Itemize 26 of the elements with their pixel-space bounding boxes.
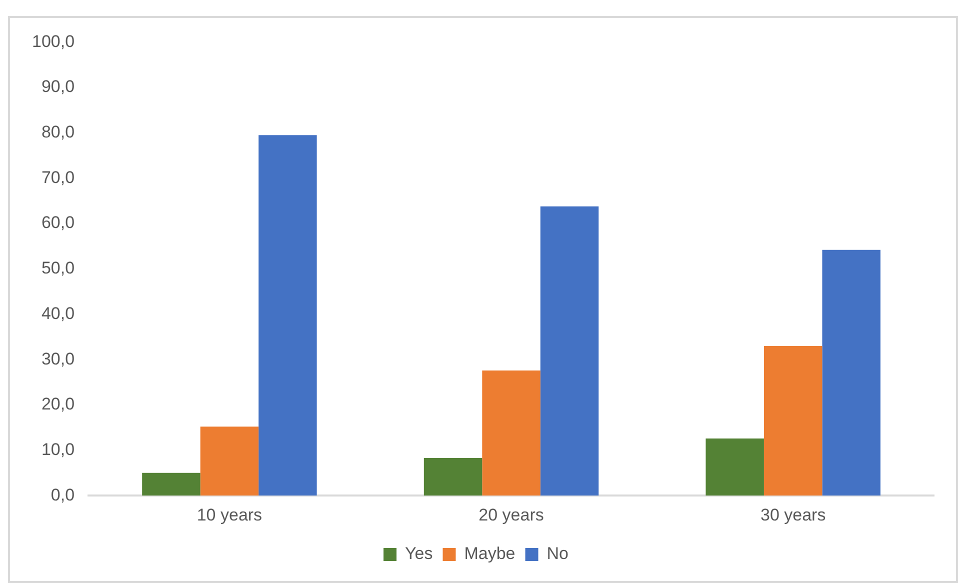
y-tick-label: 60,0 xyxy=(41,213,75,232)
y-tick-label: 40,0 xyxy=(41,304,75,323)
x-tick-label: 20 years xyxy=(478,505,544,524)
bar xyxy=(200,426,259,496)
legend-label: Yes xyxy=(405,544,433,564)
legend-label: Maybe xyxy=(464,544,516,564)
y-tick-label: 10,0 xyxy=(41,440,75,459)
y-tick-label: 50,0 xyxy=(41,258,75,278)
bar xyxy=(482,370,540,496)
bar xyxy=(142,472,200,496)
bar xyxy=(764,346,822,496)
y-tick-label: 90,0 xyxy=(41,77,75,96)
y-tick-label: 70,0 xyxy=(41,168,75,187)
y-tick-label: 0,0 xyxy=(50,485,75,504)
x-tick-label: 30 years xyxy=(760,505,826,524)
x-tick-label: 10 years xyxy=(196,505,262,524)
bar xyxy=(822,250,880,496)
bar xyxy=(540,206,599,496)
bar xyxy=(258,135,317,496)
bar xyxy=(706,438,764,496)
legend-label: No xyxy=(546,544,568,564)
y-tick-label: 20,0 xyxy=(41,394,75,414)
y-tick-label: 80,0 xyxy=(41,122,75,142)
y-tick-label: 30,0 xyxy=(41,349,75,368)
bar xyxy=(424,458,482,496)
y-tick-label: 100,0 xyxy=(32,32,75,51)
